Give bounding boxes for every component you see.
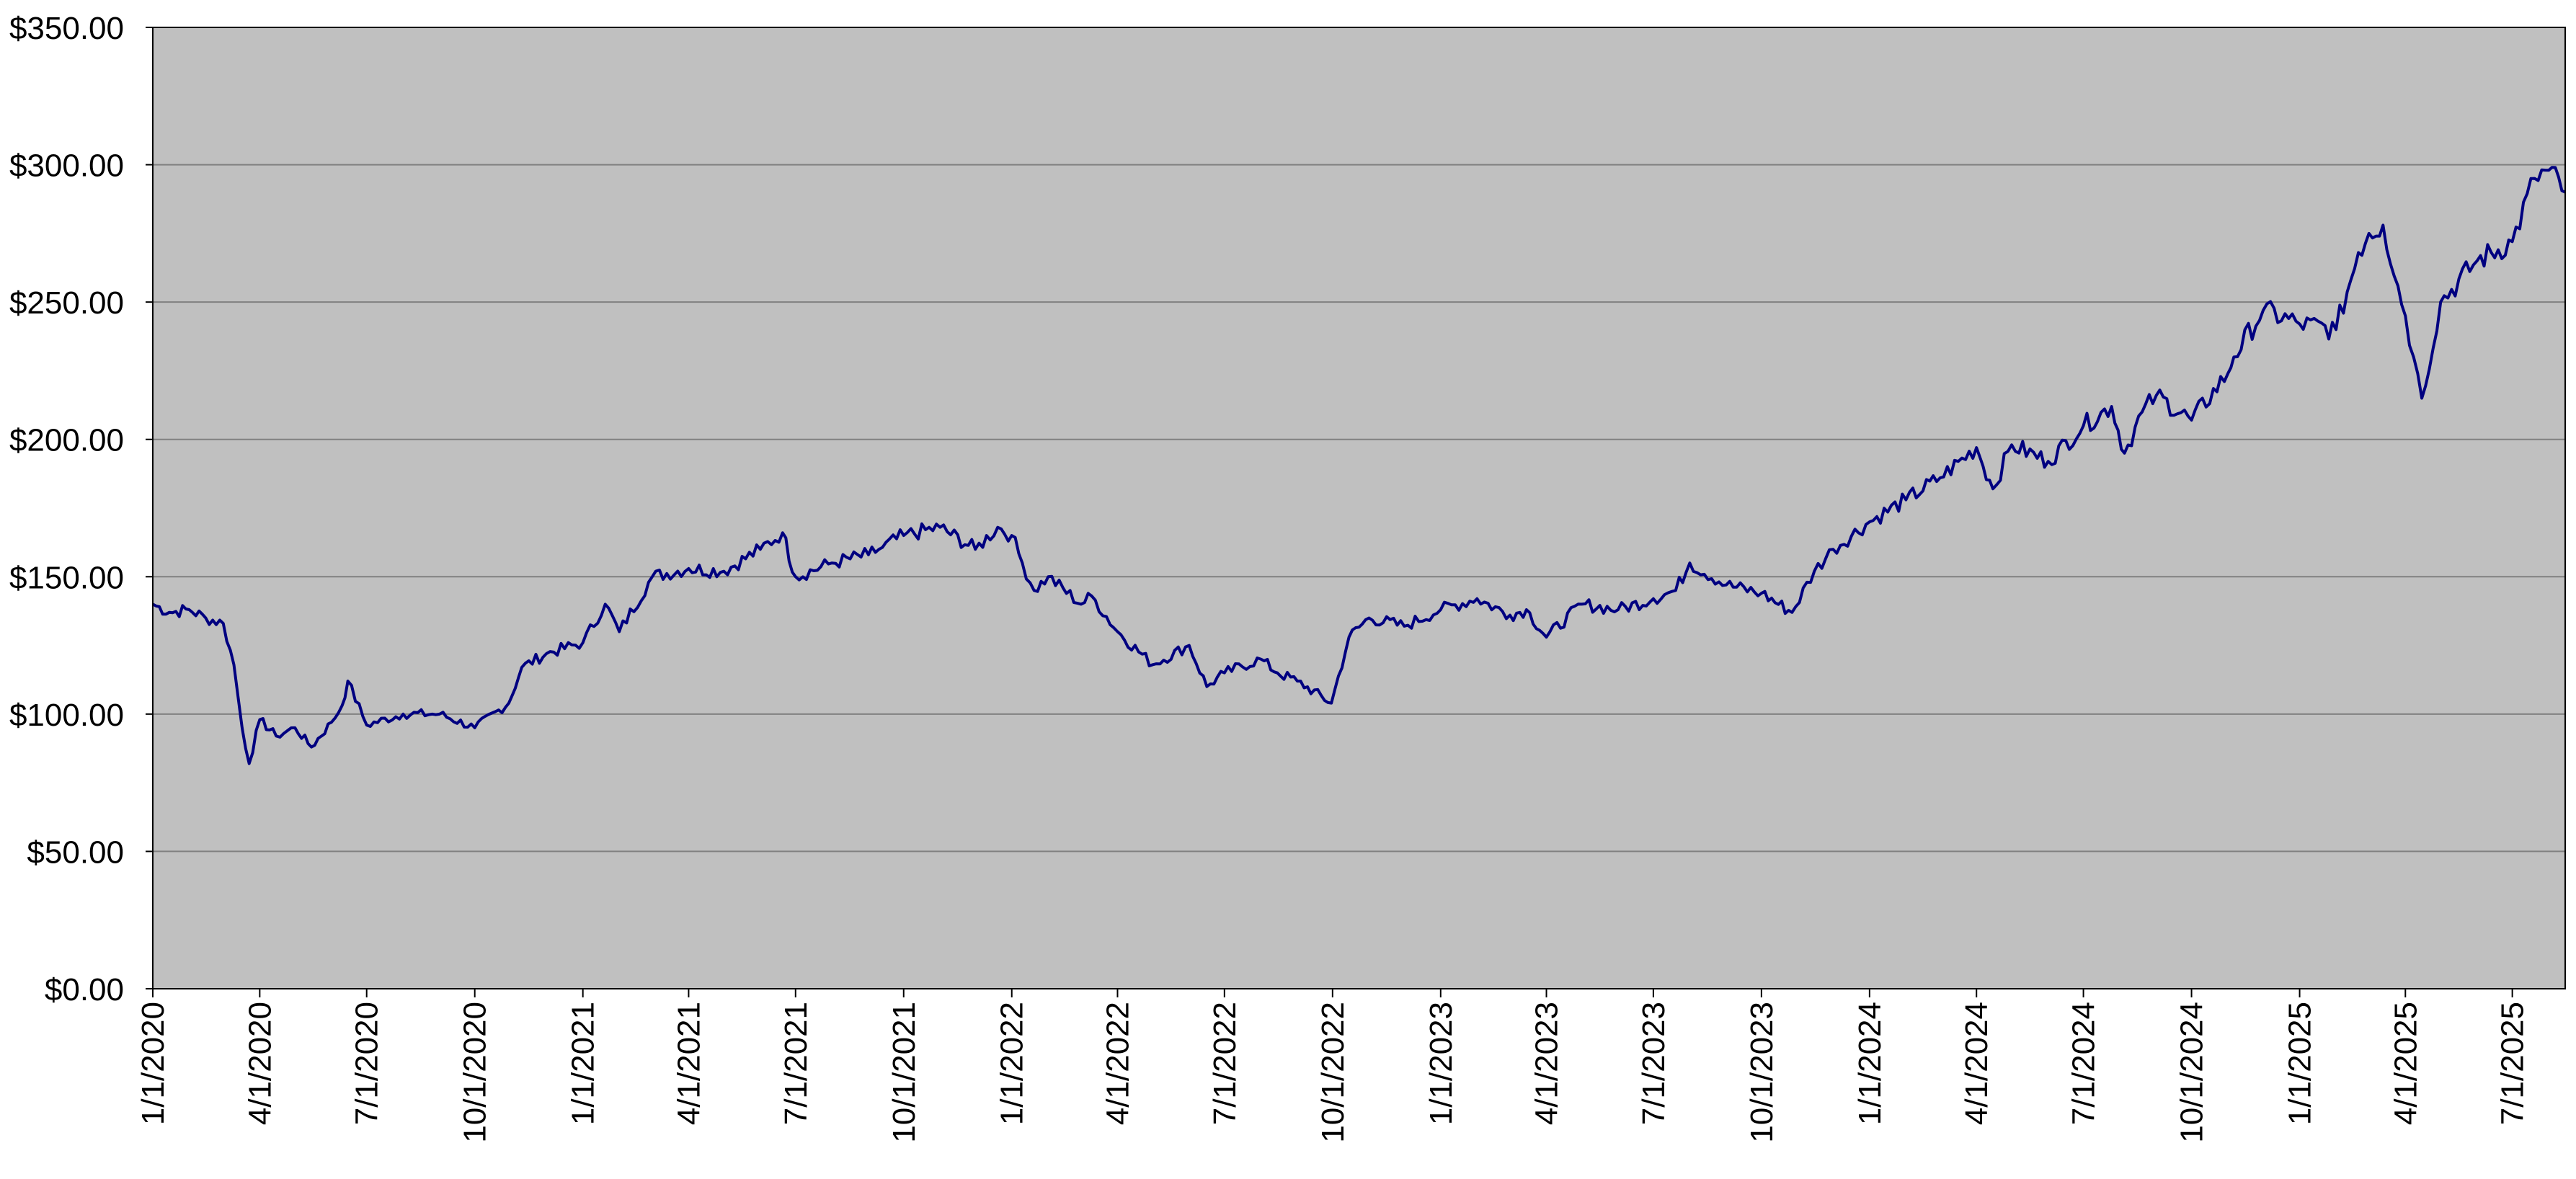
x-tick-label: 7/1/2021 xyxy=(778,1002,814,1125)
plot-border xyxy=(152,27,2566,989)
y-tick-label: $300.00 xyxy=(9,148,124,184)
x-tick-label: 10/1/2020 xyxy=(458,1002,493,1143)
y-tick-label: $150.00 xyxy=(9,560,124,595)
series-layer xyxy=(152,27,2566,989)
x-tick-label: 4/1/2021 xyxy=(671,1002,706,1125)
x-tick-label: 10/1/2021 xyxy=(887,1002,922,1143)
x-tick-label: 4/1/2023 xyxy=(1529,1002,1565,1125)
x-tick-label: 1/1/2020 xyxy=(136,1002,171,1125)
x-tick-label: 7/1/2020 xyxy=(350,1002,385,1125)
x-tick-label: 7/1/2023 xyxy=(1636,1002,1671,1125)
y-tick-label: $200.00 xyxy=(9,423,124,458)
x-tick-label: 7/1/2025 xyxy=(2495,1002,2531,1125)
x-tick-label: 1/1/2021 xyxy=(566,1002,601,1125)
x-tick-label: 7/1/2024 xyxy=(2066,1002,2102,1125)
x-tick-label: 10/1/2024 xyxy=(2175,1002,2210,1143)
x-axis: 1/1/2020 4/1/2020 7/1/2020 10/1/2020 1/1/202… xyxy=(136,989,2531,1143)
y-tick-label: $50.00 xyxy=(27,835,124,870)
y-tick-label: $100.00 xyxy=(9,698,124,733)
x-tick-label: 1/1/2025 xyxy=(2283,1002,2318,1125)
y-axis: $0.00 $50.00 $100.00 $150.00 $200.00 $250.00 $… xyxy=(9,11,153,1007)
x-tick-label: 7/1/2022 xyxy=(1207,1002,1243,1125)
x-tick-label: 1/1/2022 xyxy=(995,1002,1030,1125)
y-tick-label: $250.00 xyxy=(9,285,124,321)
x-tick-label: 1/1/2024 xyxy=(1852,1002,1888,1125)
plot-area xyxy=(152,27,2566,989)
y-tick-label: $0.00 xyxy=(45,972,124,1007)
x-tick-label: 4/1/2020 xyxy=(242,1002,277,1125)
x-tick-label: 10/1/2022 xyxy=(1315,1002,1351,1143)
y-tick-label: $350.00 xyxy=(9,11,124,46)
x-tick-label: 10/1/2023 xyxy=(1744,1002,1780,1143)
series-line xyxy=(152,166,2566,765)
x-tick-label: 1/1/2023 xyxy=(1424,1002,1459,1125)
x-tick-label: 4/1/2022 xyxy=(1100,1002,1135,1125)
gridlines xyxy=(153,164,2565,853)
x-tick-label: 4/1/2025 xyxy=(2388,1002,2423,1125)
x-tick-label: 4/1/2024 xyxy=(1959,1002,1994,1125)
